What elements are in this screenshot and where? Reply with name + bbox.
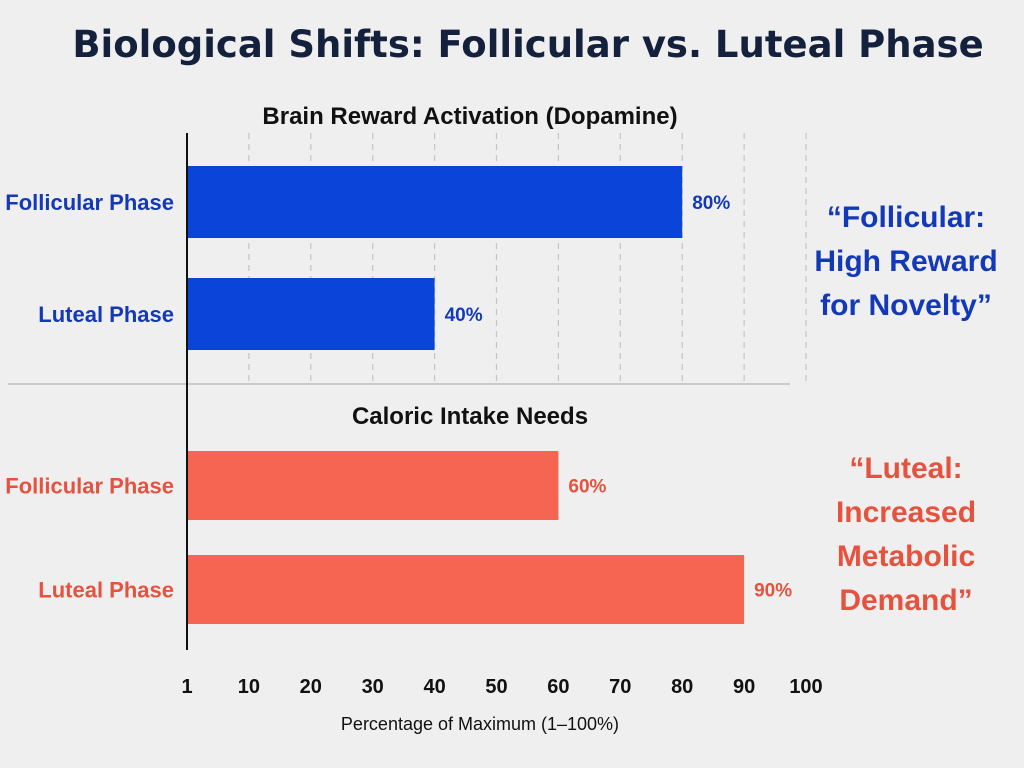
- x-tick-label-0: 1: [181, 676, 192, 698]
- category-label-2-1: Follicular Phase: [5, 474, 174, 499]
- bar-1-1: [187, 166, 683, 238]
- x-axis-title: Percentage of Maximum (1–100%): [341, 714, 619, 734]
- x-tick-label-100: 100: [789, 676, 822, 698]
- value-label-2-2: 90%: [754, 581, 792, 602]
- labels: Brain Reward Activation (Dopamine) Follic…: [5, 103, 792, 603]
- value-label-1-2: 40%: [445, 305, 483, 326]
- callout-luteal-line-1: “Luteal:: [849, 452, 962, 485]
- bar-2-2: [187, 555, 745, 624]
- bars: [187, 166, 745, 624]
- category-label-2-2: Luteal Phase: [38, 578, 174, 603]
- category-label-1-1: Follicular Phase: [5, 190, 174, 215]
- panel-title-2: Caloric Intake Needs: [352, 403, 588, 430]
- x-axis: 1 10 20 30 40 50 60 70 80 90 100 Percentage of Maxi…: [181, 133, 823, 734]
- panel-title-1: Brain Reward Activation (Dopamine): [262, 103, 677, 130]
- callouts: “Follicular: High Reward for Novelty” “Lute…: [814, 201, 997, 617]
- callout-follicular-line-1: “Follicular:: [827, 201, 985, 234]
- x-tick-label-60: 60: [547, 676, 569, 698]
- x-tick-label-90: 90: [733, 676, 755, 698]
- x-tick-label-30: 30: [362, 676, 384, 698]
- x-tick-label-20: 20: [300, 676, 322, 698]
- callout-follicular-line-3: for Novelty”: [820, 289, 992, 322]
- callout-luteal-line-3: Metabolic: [837, 540, 975, 573]
- x-tick-label-70: 70: [609, 676, 631, 698]
- value-label-2-1: 60%: [568, 477, 606, 498]
- category-label-1-2: Luteal Phase: [38, 302, 174, 327]
- bar-2-1: [187, 451, 559, 520]
- callout-luteal-line-4: Demand”: [839, 584, 972, 617]
- callout-luteal-line-2: Increased: [836, 496, 976, 529]
- bar-1-2: [187, 278, 435, 350]
- value-label-1-1: 80%: [692, 193, 730, 214]
- x-tick-label-50: 50: [485, 676, 507, 698]
- x-tick-label-40: 40: [423, 676, 445, 698]
- chart-title: Biological Shifts: Follicular vs. Luteal…: [72, 23, 983, 66]
- x-tick-label-10: 10: [238, 676, 260, 698]
- callout-follicular-line-2: High Reward: [814, 245, 997, 278]
- x-tick-label-80: 80: [671, 676, 693, 698]
